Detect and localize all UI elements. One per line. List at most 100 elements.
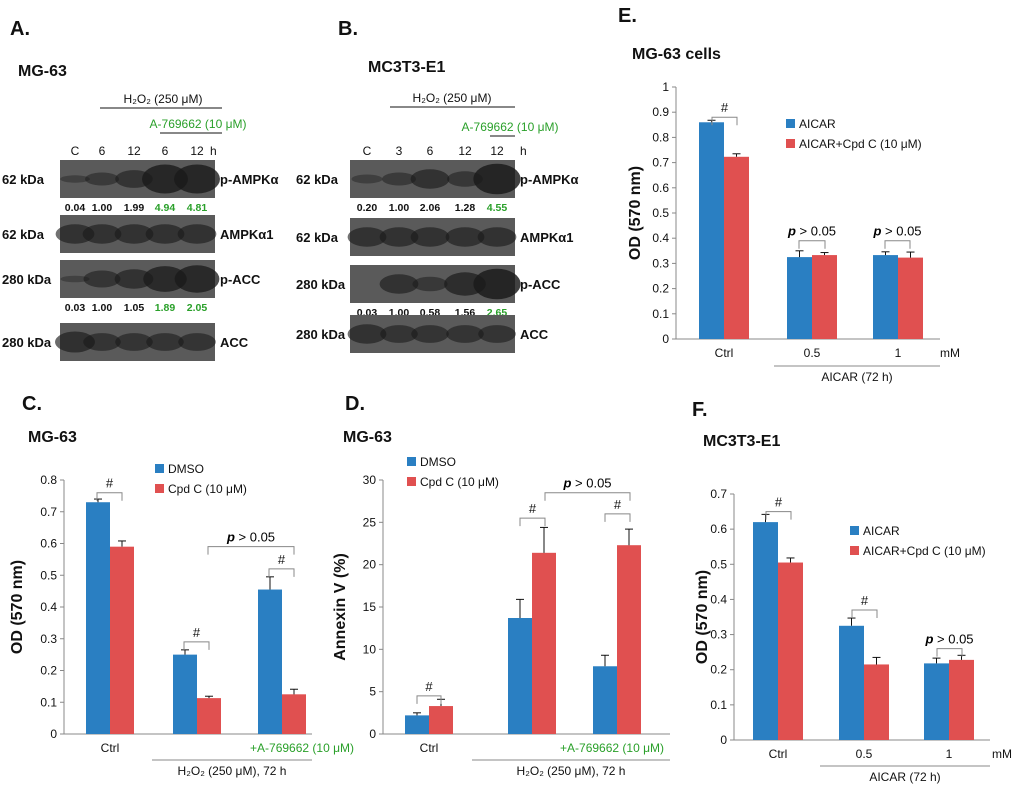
significance-bracket xyxy=(96,492,123,501)
y-tick-label: 0.7 xyxy=(710,487,727,501)
y-tick-label: 0.5 xyxy=(710,557,727,571)
legend-swatch xyxy=(850,526,859,535)
x-unit: mM xyxy=(940,346,960,360)
significance-label: p > 0.05 xyxy=(562,476,611,491)
category-label: Ctrl xyxy=(769,747,788,761)
quant-value: 4.81 xyxy=(187,202,208,214)
bar xyxy=(405,715,429,734)
lane-label: C xyxy=(363,144,372,158)
significance-label: p > 0.05 xyxy=(872,224,921,239)
blot-band xyxy=(447,171,483,187)
quant-value: 1.00 xyxy=(92,202,113,214)
y-tick-label: 0.7 xyxy=(40,505,57,519)
category-label: 1 xyxy=(946,747,953,761)
legend-label: AICAR+Cpd C (10 μM) xyxy=(863,544,986,558)
kda-marker: 62 kDa xyxy=(2,227,45,242)
blot-band xyxy=(60,275,90,283)
bar xyxy=(724,156,749,339)
quant-value: 0.20 xyxy=(357,202,378,214)
blot-band xyxy=(380,325,418,343)
y-tick-label: 0.8 xyxy=(652,130,669,144)
legend-swatch xyxy=(786,139,795,148)
time-unit: h xyxy=(210,144,217,158)
blot-band xyxy=(411,325,449,343)
quant-value: 4.55 xyxy=(487,202,508,214)
significance-label: p > 0.05 xyxy=(924,632,973,647)
category-label: +A-769662 (10 μM) xyxy=(250,741,354,755)
legend-label: AICAR xyxy=(799,117,836,131)
y-tick-label: 0.4 xyxy=(710,592,727,606)
bar xyxy=(593,666,617,734)
y-tick-label: 0.5 xyxy=(652,206,669,220)
significance-bracket xyxy=(268,568,295,577)
lane-label: 6 xyxy=(427,144,434,158)
group-label: AICAR (72 h) xyxy=(869,770,940,784)
y-tick-label: 25 xyxy=(363,515,377,529)
blot-band xyxy=(142,164,188,194)
kda-marker: 62 kDa xyxy=(296,172,339,187)
quant-value: 1.28 xyxy=(455,202,476,214)
y-tick-label: 0.2 xyxy=(652,282,669,296)
treatment-label: H₂O₂ (250 μM) xyxy=(124,92,203,106)
y-tick-label: 0.1 xyxy=(40,695,57,709)
significance-label: # xyxy=(193,625,201,640)
blot-band xyxy=(379,227,419,247)
lane-label: 12 xyxy=(490,144,504,158)
y-tick-label: 0.5 xyxy=(40,568,57,582)
legend-swatch xyxy=(407,457,416,466)
protein-label: p-AMPKα xyxy=(220,172,279,187)
quant-value: 1.89 xyxy=(155,302,176,314)
panel-letter: E. xyxy=(618,5,637,27)
blot-band xyxy=(83,333,121,351)
y-tick-label: 0.7 xyxy=(652,156,669,170)
bar xyxy=(699,122,724,339)
significance-bracket xyxy=(604,513,631,522)
quant-value: 1.00 xyxy=(389,202,410,214)
bar xyxy=(898,257,923,339)
significance-bracket xyxy=(711,116,738,126)
legend-label: DMSO xyxy=(420,455,456,469)
blot-band xyxy=(115,333,153,351)
group-label: H₂O₂ (250 μM), 72 h xyxy=(517,764,626,778)
legend-label: Cpd C (10 μM) xyxy=(168,482,247,496)
legend-label: Cpd C (10 μM) xyxy=(420,475,499,489)
y-tick-label: 0.3 xyxy=(40,632,57,646)
significance-label: # xyxy=(106,476,114,491)
significance-label: # xyxy=(721,100,729,115)
panel-letter: B. xyxy=(338,18,358,40)
significance-bracket xyxy=(207,546,295,555)
bar xyxy=(864,664,889,740)
y-tick-label: 0.3 xyxy=(652,256,669,270)
y-tick-label: 0.8 xyxy=(40,473,57,487)
legend-swatch xyxy=(155,484,164,493)
significance-bracket xyxy=(765,511,792,520)
bar xyxy=(617,545,641,734)
time-unit: h xyxy=(520,144,527,158)
significance-bracket xyxy=(936,648,963,657)
significance-bracket xyxy=(851,609,878,618)
category-label: 0.5 xyxy=(856,747,873,761)
blot-band xyxy=(146,333,184,351)
blot-band xyxy=(55,331,95,353)
bar xyxy=(778,562,803,740)
quant-value: 1.99 xyxy=(124,202,145,214)
category-label: Ctrl xyxy=(715,346,734,360)
y-tick-label: 0.1 xyxy=(652,307,669,321)
y-tick-label: 0.6 xyxy=(652,181,669,195)
y-tick-label: 0.1 xyxy=(710,698,727,712)
y-tick-label: 0 xyxy=(662,332,669,346)
blot-band xyxy=(145,224,185,244)
significance-bracket xyxy=(884,240,911,249)
quant-value: 1.00 xyxy=(92,302,113,314)
cell-line-title: MC3T3-E1 xyxy=(368,59,445,76)
significance-label: # xyxy=(278,552,286,567)
chart-title: MG-63 cells xyxy=(632,46,721,63)
cell-line-title: MG-63 xyxy=(18,63,67,80)
lane-label: 12 xyxy=(127,144,141,158)
blot-band xyxy=(445,227,485,247)
bar xyxy=(873,255,898,339)
y-axis-label: OD (570 nm) xyxy=(694,570,711,664)
blot-band xyxy=(114,224,154,244)
lane-label: 6 xyxy=(162,144,169,158)
inhibitor-label: A-769662 (10 μM) xyxy=(150,117,247,131)
